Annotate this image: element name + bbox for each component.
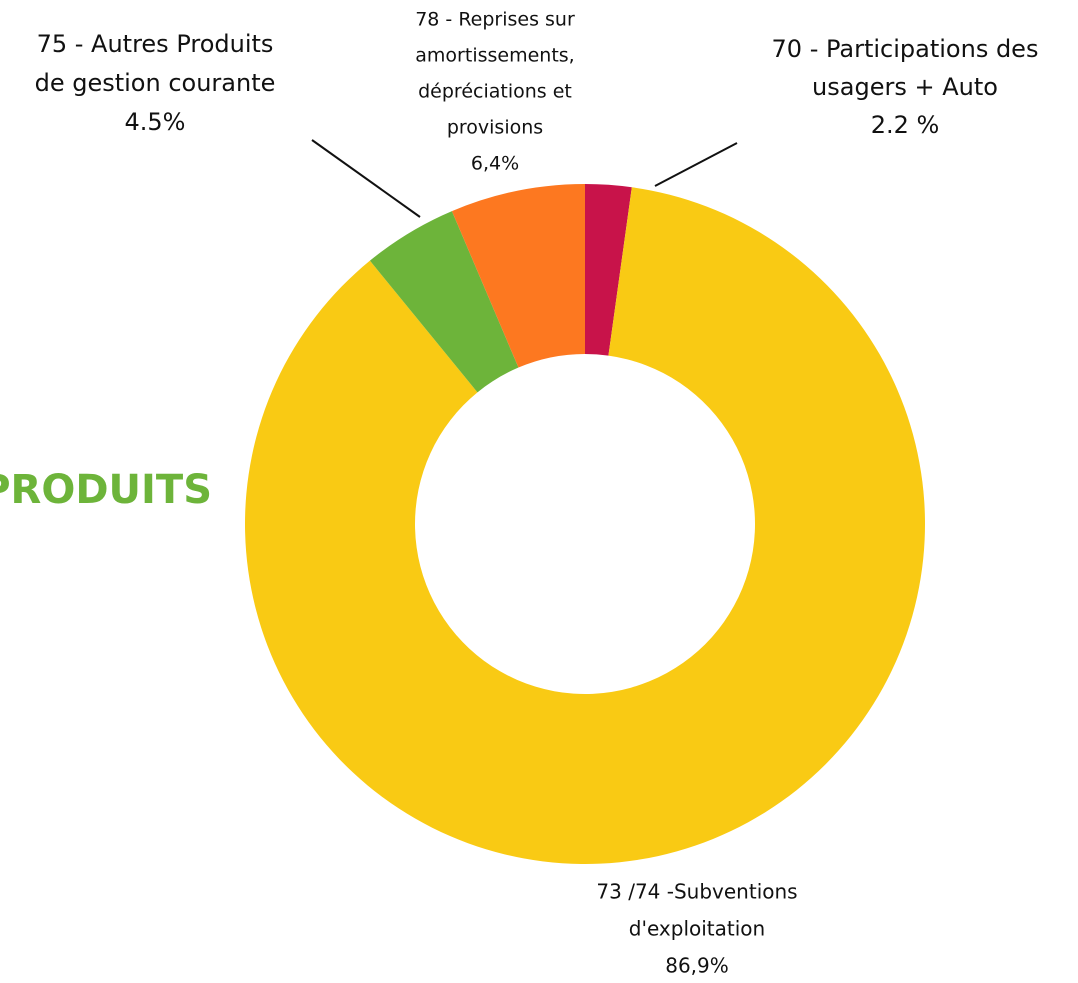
slice-label: 73 /74 -Subventions bbox=[596, 880, 797, 904]
leader-line bbox=[654, 142, 738, 187]
value-label: 4.5% bbox=[125, 108, 186, 136]
donut-slice bbox=[245, 187, 925, 865]
chart-title: PRODUITS bbox=[0, 467, 212, 513]
value-label: 2.2 % bbox=[871, 111, 940, 139]
slice-label: amortissements, bbox=[415, 45, 574, 67]
donut-slice bbox=[451, 184, 585, 368]
slice-label: 75 - Autres Produits bbox=[37, 30, 274, 58]
slice-label: d'exploitation bbox=[629, 917, 765, 941]
slice-label: 70 - Participations des bbox=[772, 35, 1039, 63]
slice-label: de gestion courante bbox=[35, 69, 276, 97]
slice-label: 78 - Reprises sur bbox=[415, 9, 575, 31]
value-label: 6,4% bbox=[471, 153, 519, 175]
slice-label: dépréciations et bbox=[418, 81, 572, 103]
slice-label: provisions bbox=[447, 117, 543, 139]
slice-label: usagers + Auto bbox=[812, 73, 998, 101]
value-label: 86,9% bbox=[665, 954, 729, 978]
donut-slice bbox=[585, 184, 632, 356]
donut-slice bbox=[369, 211, 519, 393]
leader-line bbox=[311, 139, 421, 218]
